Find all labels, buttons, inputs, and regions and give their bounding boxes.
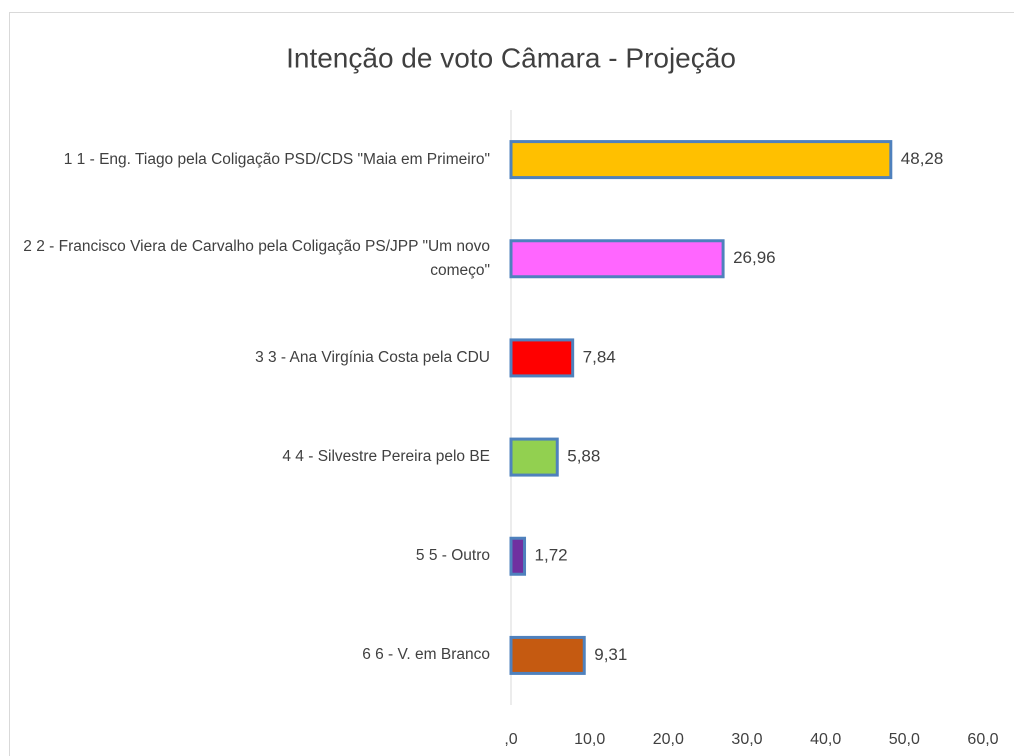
x-tick-label: 50,0 bbox=[889, 731, 920, 748]
data-label: 9,31 bbox=[594, 645, 627, 664]
data-label: 5,88 bbox=[567, 447, 600, 466]
bar bbox=[509, 635, 586, 675]
x-tick-label: ,0 bbox=[504, 731, 517, 748]
data-label: 1,72 bbox=[535, 546, 568, 565]
bar bbox=[509, 338, 575, 378]
y-tick-label: 5 5 - Outro bbox=[415, 547, 490, 565]
x-tick-label: 60,0 bbox=[967, 731, 998, 748]
bar bbox=[509, 437, 559, 477]
chart-title: Intenção de voto Câmara - Projeção bbox=[286, 42, 736, 73]
y-tick-label: 2 2 - Francisco Viera de Carvalho pela C… bbox=[23, 237, 490, 279]
x-tick-label: 30,0 bbox=[731, 731, 762, 748]
x-tick-label: 40,0 bbox=[810, 731, 841, 748]
x-tick-label: 20,0 bbox=[653, 731, 684, 748]
y-tick-label: 4 4 - Silvestre Pereira pelo BE bbox=[282, 448, 490, 466]
y-tick-label: 1 1 - Eng. Tiago pela Coligação PSD/CDS … bbox=[63, 150, 490, 168]
bar bbox=[509, 140, 893, 180]
x-tick-label: 10,0 bbox=[574, 731, 605, 748]
y-tick-label: 6 6 - V. em Branco bbox=[362, 646, 490, 664]
data-label: 7,84 bbox=[583, 347, 616, 366]
chart-border bbox=[9, 12, 1014, 756]
data-label: 48,28 bbox=[901, 149, 944, 168]
data-label: 26,96 bbox=[733, 248, 776, 267]
bar bbox=[509, 239, 725, 279]
y-tick-label: 3 3 - Ana Virgínia Costa pela CDU bbox=[255, 348, 490, 366]
bar bbox=[509, 536, 527, 576]
